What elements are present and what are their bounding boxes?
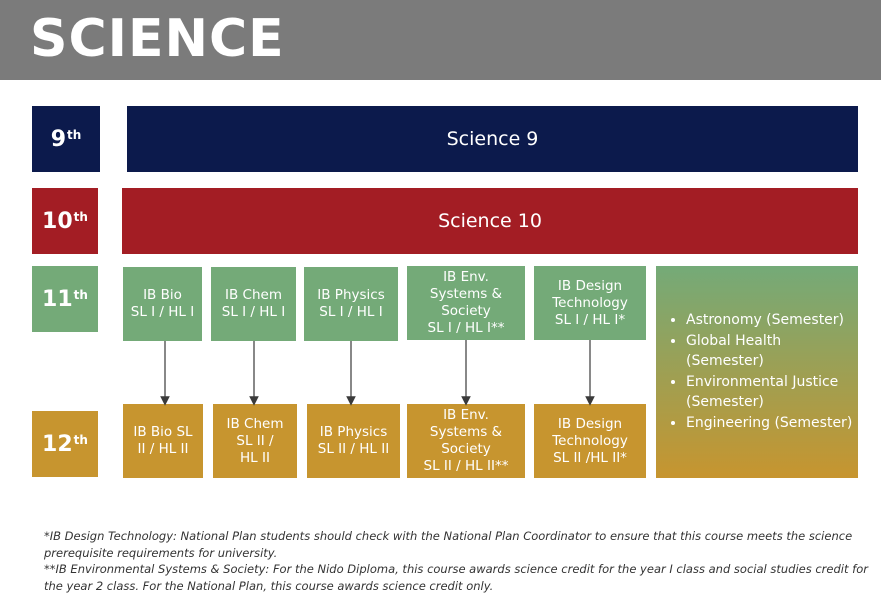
course-line: IB Design [557, 415, 623, 432]
elective-item: Environmental Justice (Semester) [686, 372, 852, 413]
course-line: IB Env. [443, 407, 489, 423]
course-ib-chem-1: IB Chem SL I / HL I [211, 267, 296, 341]
course-line: II / HL II [137, 441, 189, 457]
course-line: SL II /HL II* [553, 449, 627, 466]
electives-panel: Astronomy (Semester) Global Health (Semes… [656, 266, 858, 478]
page-header: SCIENCE [0, 0, 881, 80]
course-ib-chem-2: IB Chem SL II / HL II [213, 404, 297, 478]
course-ib-design-1: IB Design Technology SL I / HL I* [534, 266, 646, 340]
course-line: SL II / HL II** [423, 458, 509, 474]
course-line: IB Design [557, 277, 623, 294]
science-9-band: Science 9 [127, 106, 858, 172]
course-line: SL I / HL I* [554, 311, 626, 328]
course-line: IB Chem [225, 287, 282, 303]
grade-number: 9 [50, 126, 67, 152]
course-line: Society [441, 303, 491, 319]
footnote-env: **IB Environmental Systems & Society: Fo… [44, 562, 868, 593]
page-title: SCIENCE [30, 9, 285, 69]
grade-suffix: th [73, 210, 88, 224]
course-line: Society [441, 441, 491, 457]
course-line: SL II / HL II [317, 441, 390, 457]
footnote-design: *IB Design Technology: National Plan stu… [44, 529, 853, 560]
elective-item: Global Health (Semester) [686, 331, 852, 372]
course-ib-physics-2: IB Physics SL II / HL II [307, 404, 400, 478]
course-line: IB Physics [317, 287, 385, 303]
course-ib-physics-1: IB Physics SL I / HL I [304, 267, 398, 341]
grade-number: 11 [42, 286, 73, 312]
course-line: Systems & [429, 424, 503, 440]
elective-line: Environmental Justice [686, 373, 839, 390]
course-line: IB Bio [143, 287, 182, 303]
course-ib-env-2: IB Env. Systems & Society SL II / HL II** [407, 404, 525, 478]
course-line: IB Bio SL [133, 424, 193, 440]
elective-line: Engineering (Semester) [686, 414, 853, 431]
course-line: IB Physics [319, 424, 388, 440]
elective-line: (Semester) [686, 353, 764, 369]
course-line: Technology [552, 432, 628, 449]
course-ib-bio-1: IB Bio SL I / HL I [123, 267, 202, 341]
band-label: Science 9 [446, 128, 539, 150]
band-label: Science 10 [438, 210, 542, 232]
elective-item: Astronomy (Semester) [686, 310, 852, 331]
grade-suffix: th [67, 128, 82, 142]
course-line: SL I / HL I [130, 304, 195, 320]
science-10-band: Science 10 [122, 188, 858, 254]
grade-suffix: th [73, 288, 88, 302]
course-line: SL I / HL I [319, 304, 383, 320]
course-ib-env-1: IB Env. Systems & Society SL I / HL I** [407, 266, 525, 340]
grade-suffix: th [73, 433, 88, 447]
course-ib-bio-2: IB Bio SL II / HL II [123, 404, 203, 478]
course-line: SL II / [236, 432, 274, 449]
elective-line: Global Health [686, 332, 782, 349]
course-line: Systems & [429, 286, 503, 302]
course-line: IB Chem [226, 415, 284, 432]
grade-number: 10 [42, 208, 73, 234]
course-line: HL II [240, 449, 270, 466]
grade-number: 12 [42, 431, 73, 457]
electives-list: Astronomy (Semester) Global Health (Semes… [666, 310, 852, 433]
elective-line: Astronomy (Semester) [686, 312, 845, 328]
course-line: SL I / HL I** [427, 320, 505, 336]
elective-item: Engineering (Semester) [686, 413, 852, 434]
elective-line: (Semester) [686, 394, 764, 410]
course-line: Technology [552, 294, 628, 311]
course-ib-design-2: IB Design Technology SL II /HL II* [534, 404, 646, 478]
course-line: SL I / HL I [221, 304, 286, 320]
course-line: IB Env. [443, 269, 489, 285]
